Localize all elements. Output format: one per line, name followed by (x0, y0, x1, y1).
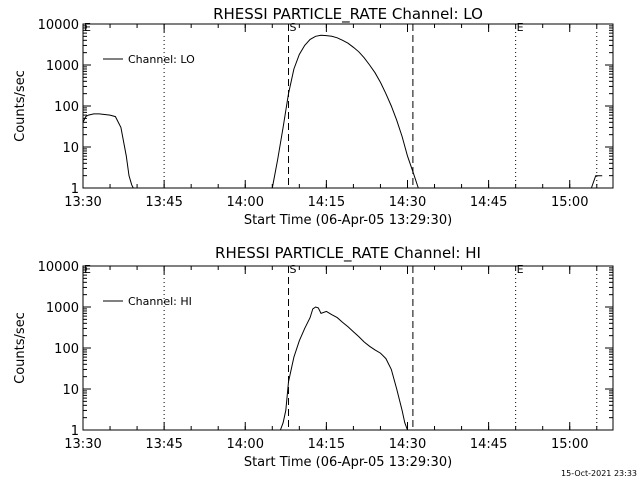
plot-frame (82, 265, 614, 431)
x-tick-label: 15:00 (551, 195, 588, 210)
series-line-segment (279, 306, 408, 431)
x-tick-label: 13:45 (145, 437, 182, 452)
chart-panel-1: RHESSI PARTICLE_RATE Channel: LO 13:30 13:… (13, 5, 614, 228)
marker-label: E (84, 263, 91, 276)
series-line-segment (590, 175, 603, 189)
y-tick-label: 1 (71, 182, 79, 197)
y-tick-label: 1000 (46, 301, 79, 316)
y-axis-label: Counts/sec (13, 70, 28, 142)
x-axis-label: Start Time (06-Apr-05 13:29:30) (244, 213, 452, 228)
marker-label: E (517, 263, 524, 276)
marker-label: S (290, 21, 297, 34)
legend-label: Channel: LO (128, 53, 195, 66)
timestamp: 15-Oct-2021 23:33 (561, 469, 637, 478)
y-axis-label: Counts/sec (13, 312, 28, 384)
x-tick-label: 14:00 (227, 437, 264, 452)
y-tick-label: 100 (54, 100, 79, 115)
y-tick-label: 10000 (38, 18, 79, 33)
x-tick-label: 13:45 (145, 195, 182, 210)
y-tick-label: 10 (62, 141, 79, 156)
legend-label: Channel: HI (128, 295, 192, 308)
x-tick-label: 13:30 (64, 195, 101, 210)
x-tick-label: 14:00 (227, 195, 264, 210)
x-tick-label: 13:30 (64, 437, 101, 452)
chart-panel-2: RHESSI PARTICLE_RATE Channel: HI 13:30 13:… (13, 244, 614, 470)
marker-label: S (290, 263, 297, 276)
marker-label: E (517, 21, 524, 34)
x-tick-label: 14:15 (308, 195, 345, 210)
y-tick-label: 10000 (38, 260, 79, 275)
series-line-segment (82, 113, 134, 189)
x-axis-label: Start Time (06-Apr-05 13:29:30) (244, 455, 452, 470)
y-tick-label: 1 (71, 424, 79, 439)
x-tick-label: 14:30 (389, 195, 426, 210)
chart-title: RHESSI PARTICLE_RATE Channel: LO (213, 5, 483, 24)
x-tick-label: 14:45 (470, 437, 507, 452)
plot-frame (82, 23, 614, 189)
y-tick-label: 10 (62, 383, 79, 398)
y-tick-label: 100 (54, 342, 79, 357)
series-line-segment (271, 34, 419, 189)
chart-title: RHESSI PARTICLE_RATE Channel: HI (215, 244, 481, 263)
x-tick-label: 14:45 (470, 195, 507, 210)
x-tick-label: 14:15 (308, 437, 345, 452)
marker-label: E (84, 21, 91, 34)
y-tick-label: 1000 (46, 59, 79, 74)
x-tick-label: 15:00 (551, 437, 588, 452)
x-tick-label: 14:30 (389, 437, 426, 452)
